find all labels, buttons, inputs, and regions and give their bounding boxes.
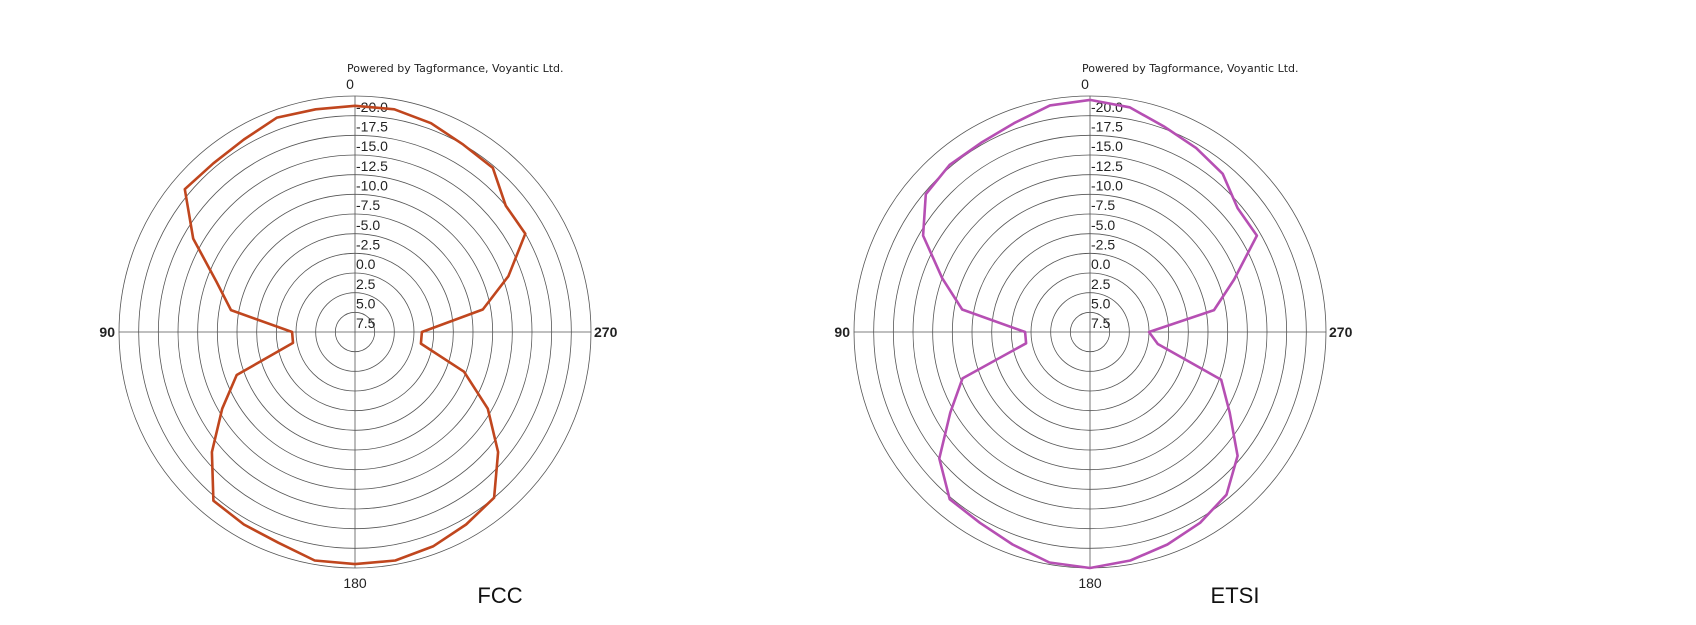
polar-chart-etsi: Powered by Tagformance, Voyantic Ltd. 0 90… bbox=[735, 0, 1435, 625]
radial-tick-label: -12.5 bbox=[1091, 158, 1123, 174]
radiation-pattern-line bbox=[183, 104, 527, 566]
radial-tick-label: 7.5 bbox=[356, 315, 376, 331]
radial-tick-label: -17.5 bbox=[1091, 119, 1123, 135]
radial-tick-label: -5.0 bbox=[1091, 217, 1115, 233]
attribution-text: Powered by Tagformance, Voyantic Ltd. bbox=[347, 62, 564, 75]
angle-label-bottom: 180 bbox=[1078, 575, 1102, 591]
radial-tick-label: 0.0 bbox=[356, 256, 376, 272]
angle-label-left: 90 bbox=[834, 324, 850, 340]
radial-tick-label: 5.0 bbox=[1091, 296, 1111, 312]
polar-chart-fcc-svg: Powered by Tagformance, Voyantic Ltd.0 90… bbox=[99, 62, 618, 608]
radial-tick-label: -7.5 bbox=[356, 197, 380, 213]
radial-tick-label: 2.5 bbox=[356, 276, 376, 292]
polar-chart-etsi-svg: Powered by Tagformance, Voyantic Ltd.0 90… bbox=[834, 62, 1353, 608]
angle-label-right: 270 bbox=[1329, 324, 1353, 340]
radial-tick-label: -5.0 bbox=[356, 217, 380, 233]
angle-label-top: 0 bbox=[1081, 76, 1089, 92]
radial-tick-label: 0.0 bbox=[1091, 256, 1111, 272]
radial-tick-label: -12.5 bbox=[356, 158, 388, 174]
radiation-pattern-line bbox=[921, 98, 1259, 570]
angle-label-top: 0 bbox=[346, 76, 354, 92]
radial-tick-label: -15.0 bbox=[1091, 138, 1123, 154]
radial-tick-label: -2.5 bbox=[1091, 237, 1115, 253]
angle-label-bottom: 180 bbox=[343, 575, 367, 591]
radial-tick-label: 7.5 bbox=[1091, 315, 1111, 331]
chart-caption: ETSI bbox=[1211, 583, 1260, 608]
angle-label-left: 90 bbox=[99, 324, 115, 340]
radial-tick-label: -7.5 bbox=[1091, 197, 1115, 213]
radial-tick-label: -2.5 bbox=[356, 237, 380, 253]
radial-tick-label: -10.0 bbox=[1091, 178, 1123, 194]
angle-label-right: 270 bbox=[594, 324, 618, 340]
chart-caption: FCC bbox=[477, 583, 522, 608]
polar-chart-fcc: Powered by Tagformance, Voyantic Ltd. 0 90… bbox=[0, 0, 700, 625]
attribution-text: Powered by Tagformance, Voyantic Ltd. bbox=[1082, 62, 1299, 75]
radial-tick-label: 5.0 bbox=[356, 296, 376, 312]
radial-tick-label: -17.5 bbox=[356, 119, 388, 135]
radial-tick-label: -15.0 bbox=[356, 138, 388, 154]
radial-tick-label: -10.0 bbox=[356, 178, 388, 194]
radial-tick-label: 2.5 bbox=[1091, 276, 1111, 292]
